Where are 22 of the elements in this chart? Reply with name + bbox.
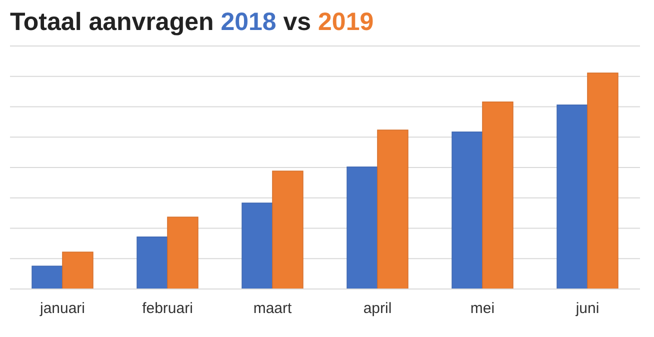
bar — [346, 166, 378, 290]
x-tick-label: februari — [142, 300, 193, 317]
x-tick-label: juni — [574, 300, 600, 317]
bar — [377, 130, 408, 290]
bar — [556, 104, 588, 290]
bar — [62, 252, 94, 290]
bar — [482, 102, 514, 290]
bar — [272, 170, 304, 290]
text: vs — [283, 8, 312, 36]
text: 2019 — [318, 8, 374, 36]
bar — [167, 216, 198, 290]
bar — [587, 72, 618, 290]
x-tick-label: april — [363, 300, 392, 317]
x-tick-label: januari — [38, 300, 86, 317]
chart-title: Totaal aanvragen — [10, 8, 214, 36]
bar — [32, 266, 63, 290]
x-tick-label: maart — [253, 300, 293, 317]
bar — [136, 236, 168, 290]
text: 2018 — [220, 8, 276, 36]
bar — [452, 132, 483, 290]
bar — [242, 202, 273, 290]
x-tick-label: mei — [470, 300, 495, 317]
